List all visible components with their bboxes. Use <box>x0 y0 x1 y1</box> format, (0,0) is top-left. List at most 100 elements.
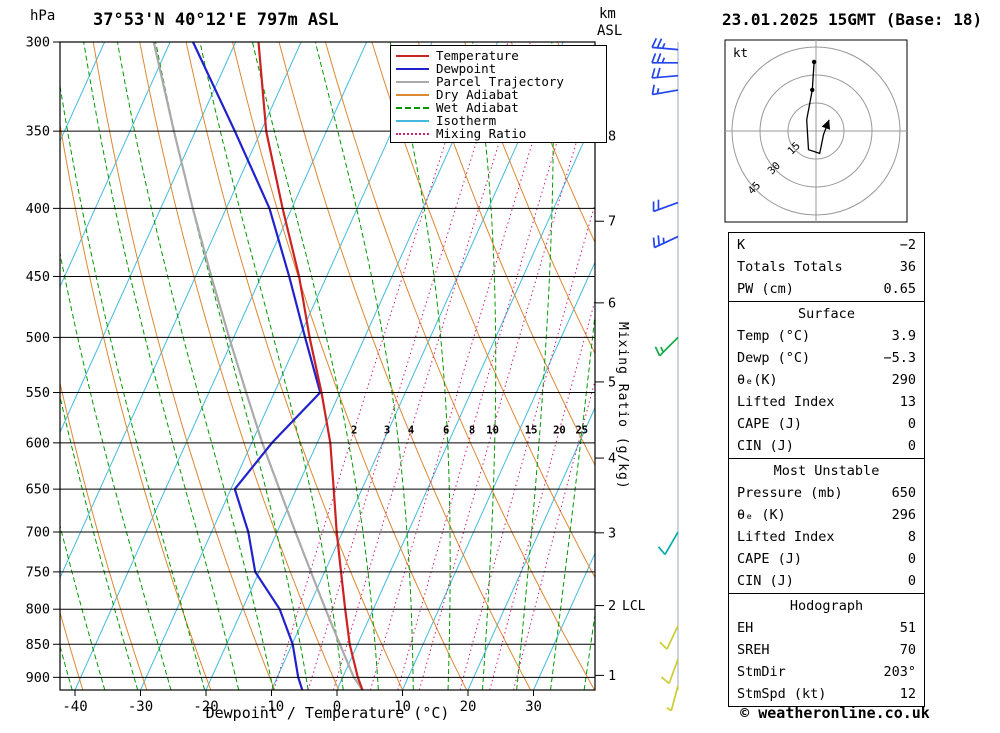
stats-row: θₑ(K) 290 <box>729 369 924 391</box>
wet-adiabat-line <box>83 42 240 690</box>
isotherm-line <box>402 261 595 690</box>
legend-item: Mixing Ratio <box>396 127 601 140</box>
stats-value: 13 <box>899 394 916 410</box>
legend-swatch-solid <box>396 67 429 70</box>
wind-barb <box>651 37 679 51</box>
km-tick-label: 3 <box>608 525 616 541</box>
stats-label: θₑ(K) <box>737 372 778 388</box>
wind-barb-column <box>651 37 679 712</box>
stats-label: Lifted Index <box>737 529 835 545</box>
legend-item: Temperature <box>396 49 601 62</box>
hodograph-ring <box>731 46 901 216</box>
wet-adiabat-line <box>389 42 451 690</box>
stats-row: Lifted Index 13 <box>729 391 924 413</box>
stats-label: K <box>737 237 746 253</box>
stats-value: 3.9 <box>891 328 916 344</box>
stats-row: CAPE (J) 0 <box>729 413 924 435</box>
km-tick-label: 5 <box>608 374 616 390</box>
legend-swatch-dotted <box>396 132 429 135</box>
mixing-ratio-label: 25 <box>575 425 588 437</box>
temp-tick-label: -10 <box>259 699 284 715</box>
isotherm-line <box>467 406 595 690</box>
legend-item: Dewpoint <box>396 62 601 75</box>
stats-row: StmDir 203° <box>729 661 924 683</box>
hodograph-ring <box>787 102 845 160</box>
isotherm-line <box>60 42 302 579</box>
stats-value: 51 <box>899 620 916 636</box>
legend-swatch-solid <box>396 80 429 83</box>
wind-barb <box>651 53 678 64</box>
wind-barb <box>660 658 679 685</box>
stats-label: SREH <box>737 642 770 658</box>
wind-barb <box>659 625 679 650</box>
wet-adiabat-line <box>60 394 139 690</box>
stats-value: 0 <box>907 573 916 589</box>
series-parcel-trajectory <box>152 42 364 690</box>
wind-barb <box>657 531 679 556</box>
stats-value: 0 <box>907 438 916 454</box>
km-tick-label: 8 <box>608 129 616 145</box>
legend-swatch-solid <box>396 93 429 96</box>
wet-adiabat-line <box>60 523 106 690</box>
legend-label: Parcel Trajectory <box>436 74 564 89</box>
stats-row: θₑ (K) 296 <box>729 504 924 526</box>
stats-label: Pressure (mb) <box>737 485 843 501</box>
plot-border <box>59 41 596 691</box>
legend-label: Isotherm <box>436 113 497 128</box>
stats-row: EH 51 <box>729 617 924 639</box>
mixing-ratio-label: 6 <box>443 425 449 437</box>
km-tick-label: 2 <box>608 598 616 614</box>
isotherm-line <box>533 552 595 690</box>
isotherm-line <box>336 115 595 690</box>
km-axis-unit: km <box>599 6 616 22</box>
mixing-ratio-line <box>273 42 478 690</box>
stats-label: StmDir <box>737 664 786 680</box>
legend-label: Dry Adiabat <box>436 87 519 102</box>
mixing-ratio-label: 3 <box>384 425 390 437</box>
stats-section: Hodograph EH 51 SREH 70 StmDir 203° StmSpd (kt)… <box>729 593 924 706</box>
wind-barb <box>651 67 679 79</box>
stats-section-header: Hodograph <box>789 598 864 614</box>
stats-section: K −2 Totals Totals 36 PW (cm) 0.65 <box>729 233 924 301</box>
mixing-ratio-label: 4 <box>408 425 414 437</box>
mixing-ratio-line <box>418 77 595 690</box>
wet-adiabat-line <box>0 42 8 690</box>
pressure-tick-label: 600 <box>26 435 50 451</box>
stats-row: Totals Totals 36 <box>729 256 924 278</box>
stats-value: 70 <box>899 642 916 658</box>
mixing-ratio-label: 15 <box>525 425 538 437</box>
pressure-tick-label: 550 <box>26 385 50 401</box>
stats-row: Pressure (mb) 650 <box>729 482 924 504</box>
stats-row: SREH 70 <box>729 639 924 661</box>
temp-tick-label: 30 <box>525 699 542 715</box>
wet-adiabat-line <box>60 82 206 690</box>
pressure-tick-label: 500 <box>26 330 50 346</box>
wet-adiabat-line <box>117 42 274 690</box>
stats-value: −5.3 <box>883 350 916 366</box>
hodograph-unit-label: kt <box>733 45 748 60</box>
stats-label: CAPE (J) <box>737 551 803 567</box>
dry-adiabat-line <box>92 42 276 690</box>
stats-label: CIN (J) <box>737 573 794 589</box>
pressure-tick-label: 750 <box>26 564 50 580</box>
dry-adiabat-line <box>60 380 148 690</box>
stats-row: CIN (J) 0 <box>729 435 924 457</box>
wet-adiabat-line <box>314 42 414 690</box>
pressure-tick-label: 700 <box>26 524 50 540</box>
legend-item: Parcel Trajectory <box>396 75 601 88</box>
stats-label: CIN (J) <box>737 438 794 454</box>
legend-label: Wet Adiabat <box>436 100 519 115</box>
mixing-ratio-axis-label: Mixing Ratio (g/kg) <box>615 322 630 490</box>
mixing-ratio-label: 20 <box>553 425 566 437</box>
dry-adiabat-line <box>232 42 468 690</box>
temp-tick-label: -20 <box>193 699 218 715</box>
stats-label: Lifted Index <box>737 394 835 410</box>
legend-item: Wet Adiabat <box>396 101 601 114</box>
stats-label: Dewp (°C) <box>737 350 811 366</box>
mixing-ratio-label: 8 <box>469 425 475 437</box>
stats-row: K −2 <box>729 234 924 256</box>
temp-tick-label: -40 <box>62 699 87 715</box>
legend-swatch-solid <box>396 119 429 122</box>
